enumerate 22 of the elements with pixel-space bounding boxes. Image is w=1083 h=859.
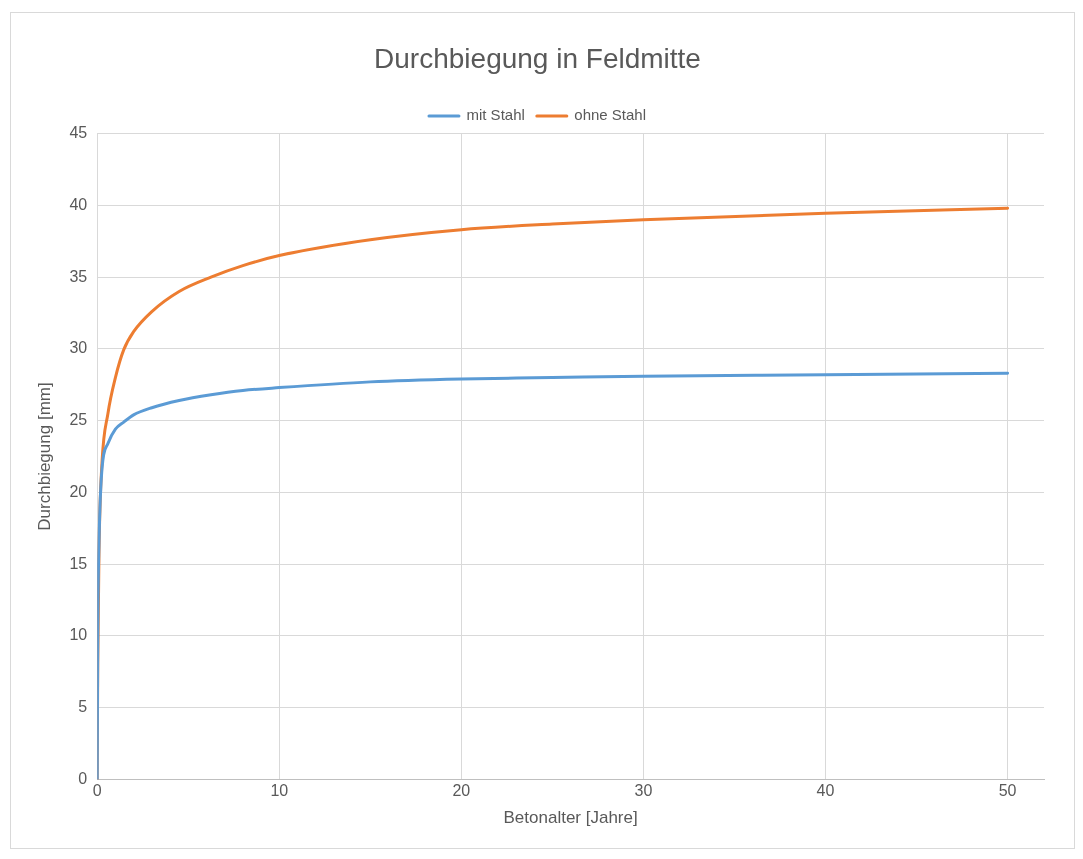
x-tick-label: 50 bbox=[998, 782, 1017, 800]
y-tick-label: 25 bbox=[69, 411, 88, 429]
x-axis-title: Betonalter [Jahre] bbox=[503, 808, 638, 828]
y-tick-label: 35 bbox=[69, 267, 88, 285]
x-tick-label: 10 bbox=[270, 782, 289, 800]
y-tick-label: 45 bbox=[69, 124, 88, 142]
line-series bbox=[97, 371, 1010, 780]
y-tick-label: 20 bbox=[69, 482, 88, 500]
y-tick-label: 10 bbox=[69, 626, 88, 644]
x-tick-label: 40 bbox=[816, 782, 835, 800]
x-tick-label: 0 bbox=[92, 782, 102, 800]
chart-title: Durchbiegung in Feldmitte bbox=[374, 42, 701, 74]
y-tick-label: 5 bbox=[78, 698, 88, 716]
y-tick-label: 40 bbox=[69, 195, 88, 213]
x-tick-label: 30 bbox=[634, 782, 653, 800]
y-tick-label: 0 bbox=[78, 769, 88, 787]
legend-label: mit Stahl bbox=[466, 106, 525, 124]
y-tick-label: 30 bbox=[69, 339, 88, 357]
y-axis-title: Durchbiegung [mm] bbox=[34, 382, 54, 531]
x-tick-label: 20 bbox=[452, 782, 471, 800]
legend-label: ohne Stahl bbox=[574, 106, 647, 124]
y-tick-label: 15 bbox=[69, 554, 88, 572]
